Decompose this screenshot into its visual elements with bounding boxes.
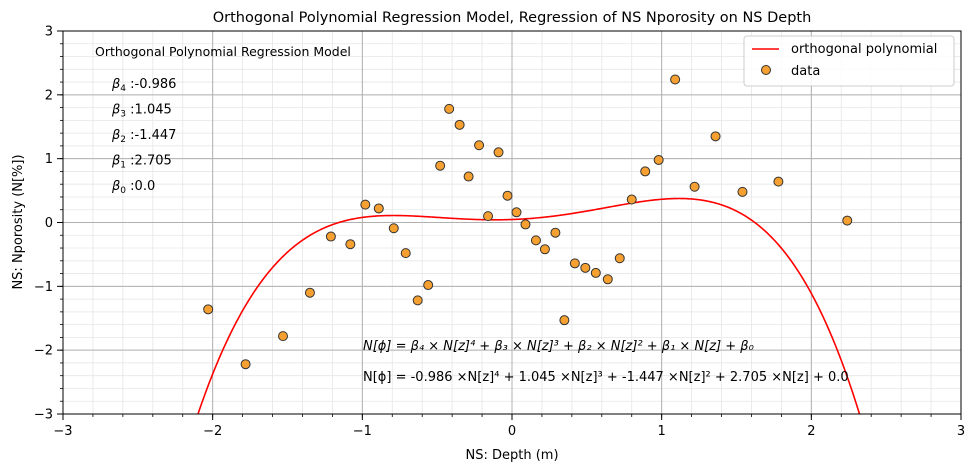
data-point (493, 147, 504, 158)
data-point (842, 215, 853, 226)
data-point (325, 231, 336, 242)
data-point (653, 154, 664, 165)
data-point (550, 227, 561, 238)
y-tick-label: 3 (45, 25, 53, 40)
data-point (454, 119, 465, 130)
data-point (203, 304, 214, 315)
data-point (511, 207, 522, 218)
axis-ticks: −3 −2 −1 0 1 2 3 −3 −2 −1 0 1 2 3 (34, 25, 965, 440)
data-point (559, 315, 570, 326)
data-point (240, 359, 251, 370)
legend-box (743, 35, 955, 87)
data-point (463, 171, 474, 182)
data-point (580, 262, 591, 273)
x-tick-label: 0 (508, 424, 516, 439)
plot-area (197, 74, 861, 414)
data-point (483, 211, 494, 222)
data-point (412, 295, 423, 306)
x-tick-label: 1 (658, 424, 666, 439)
data-point (590, 267, 601, 278)
legend-marker-swatch (761, 65, 771, 75)
legend: orthogonal polynomial data (743, 35, 955, 87)
y-tick-label: 2 (45, 88, 53, 103)
data-point (502, 190, 513, 201)
data-point (360, 199, 371, 210)
coefficient-line: β0 :0.0 (111, 179, 155, 196)
data-point (474, 140, 485, 151)
data-points (203, 74, 853, 370)
data-point (278, 331, 289, 342)
coefficient-line: β3 :1.045 (111, 103, 172, 120)
y-axis-label: NS: Nporosity (N[%]) (11, 154, 26, 289)
y-tick-label: 0 (45, 216, 53, 231)
legend-label-data: data (791, 64, 820, 79)
data-point (435, 160, 446, 171)
x-axis-label: NS: Depth (m) (465, 448, 558, 463)
data-point (689, 181, 700, 192)
coefficient-line: β4 :-0.986 (111, 77, 176, 94)
x-tick-label: −1 (353, 424, 372, 439)
y-tick-label: 1 (45, 152, 53, 167)
fit-curve (197, 197, 861, 414)
data-point (614, 253, 625, 264)
data-point (569, 258, 580, 269)
y-tick-label: −2 (34, 344, 53, 359)
y-tick-label: −1 (34, 280, 53, 295)
data-point (530, 235, 541, 246)
model-label: Orthogonal Polynomial Regression Model (95, 44, 351, 59)
y-tick-label: −3 (34, 408, 53, 423)
data-point (444, 103, 455, 114)
coefficient-list: β4 :-0.986 β3 :1.045 β2 :-1.447 β1 :2.705 β0… (111, 77, 176, 196)
data-point (626, 194, 637, 205)
x-tick-label: −2 (203, 424, 222, 439)
data-point (670, 74, 681, 85)
x-tick-label: 2 (807, 424, 815, 439)
data-point (602, 274, 613, 285)
legend-label-line: orthogonal polynomial (791, 42, 937, 57)
data-point (640, 166, 651, 177)
data-point (710, 131, 721, 142)
data-point (373, 203, 384, 214)
equation-general: N[ϕ] = β₄ × N[z]⁴ + β₃ × N[z]³ + β₂ × N[… (363, 339, 755, 354)
data-point (423, 280, 434, 291)
data-point (773, 176, 784, 187)
x-tick-label: −3 (53, 424, 72, 439)
coefficient-line: β2 :-1.447 (111, 128, 176, 145)
data-point (539, 244, 550, 255)
chart-title: Orthogonal Polynomial Regression Model, … (213, 10, 812, 26)
data-point (737, 186, 748, 197)
data-point (520, 219, 531, 230)
coefficient-line: β1 :2.705 (111, 154, 172, 171)
equation-fitted: N[ϕ] = -0.986 ×N[z]⁴ + 1.045 ×N[z]³ + -1… (363, 370, 849, 385)
data-point (400, 248, 411, 259)
data-point (388, 223, 399, 234)
x-tick-label: 3 (957, 424, 965, 439)
data-point (304, 287, 315, 298)
data-point (345, 239, 356, 250)
